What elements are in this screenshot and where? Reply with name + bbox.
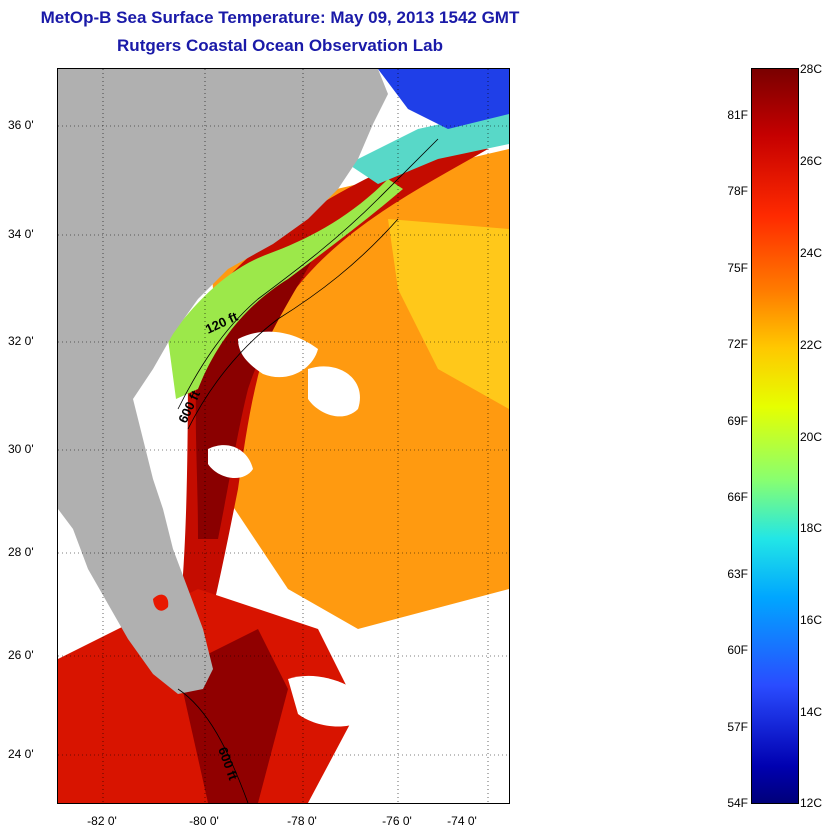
colorbar-f-label: 78F [727,184,748,198]
y-axis-label: 28 0' [8,545,34,559]
y-axis-label: 24 0' [8,747,34,761]
y-axis-label: 32 0' [8,334,34,348]
colorbar-c-label: 14C [800,705,823,719]
colorbar-f-label: 60F [727,643,748,657]
colorbar-f-label: 66F [727,490,748,504]
cloud [308,366,360,417]
colorbar-f-label: 63F [727,567,748,581]
x-axis-label: -76 0' [382,814,412,828]
cloud [149,369,174,469]
warm-yellow-region [388,219,509,409]
colorbar-c-label: 18C [800,521,823,535]
contour-600ft-south [177,688,249,803]
cloud [208,445,253,479]
colorbar-f-label: 72F [727,337,748,351]
colorbar-c-label: 16C [800,613,823,627]
colorbar-c-label: 24C [800,246,823,260]
map-subtitle: Rutgers Coastal Ocean Observation Lab [117,36,443,55]
x-axis-label: -80 0' [189,814,219,828]
cool-shelf-water [348,109,509,184]
cloud [288,675,378,727]
colorbar-f-label: 57F [727,720,748,734]
x-axis-label: -78 0' [287,814,317,828]
colorbar-f-label: 69F [727,414,748,428]
contour-600ft [187,218,399,430]
colorbar-c-label: 22C [800,338,823,352]
lake [153,594,169,611]
colorbar-c-label: 26C [800,154,823,168]
colorbar-c-label: 12C [800,796,823,810]
sst-map: 120 ft 600 ft 600 ft [57,68,510,804]
colorbar-f-label: 75F [727,261,748,275]
y-axis-label: 26 0' [8,648,34,662]
y-axis-label: 34 0' [8,227,34,241]
sst-map-svg: 120 ft 600 ft 600 ft [58,69,509,803]
colorbar [751,68,799,804]
y-axis-label: 30 0' [8,442,34,456]
cloud [238,331,318,378]
land [58,69,388,694]
colorbar-f-label: 81F [727,108,748,122]
x-axis-label: -74 0' [447,814,477,828]
cloud [358,716,448,803]
colorbar-c-label: 28C [800,62,823,76]
cold-water [378,69,509,129]
colorbar-c-label: 20C [800,430,823,444]
y-axis-label: 36 0' [8,118,34,132]
colorbar-f-label: 54F [727,796,748,810]
shelf-water [168,179,403,399]
x-axis-label: -82 0' [87,814,117,828]
contour-120ft [177,138,439,410]
map-title: MetOp-B Sea Surface Temperature: May 09,… [40,8,520,27]
